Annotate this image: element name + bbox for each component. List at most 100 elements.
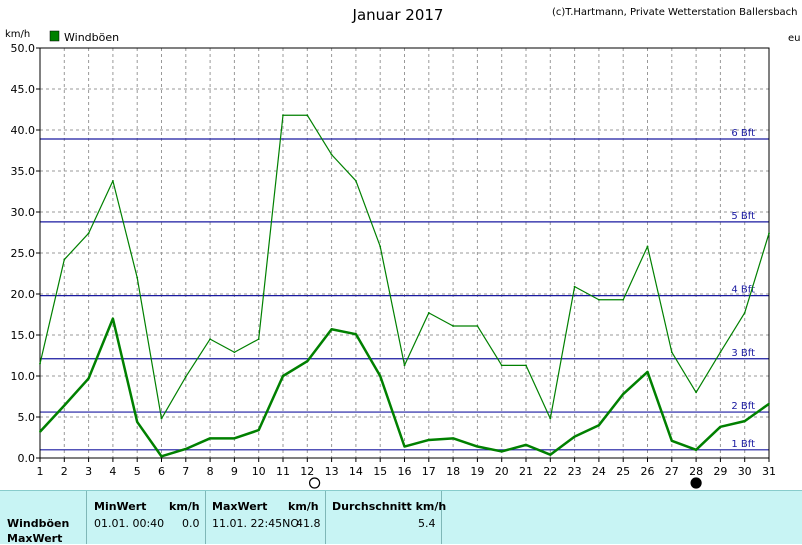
x-tick-label: 5 bbox=[134, 465, 141, 478]
stats-table: MinWert km/h MaxWert km/h Durchschnitt k… bbox=[0, 490, 802, 545]
x-tick-label: 28 bbox=[689, 465, 703, 478]
data-point-bold bbox=[549, 453, 552, 456]
x-tick-label: 29 bbox=[713, 465, 727, 478]
min-unit-header: km/h bbox=[169, 500, 200, 513]
data-point-gusts bbox=[476, 325, 479, 327]
x-tick-label: 31 bbox=[762, 465, 776, 478]
max-value: 41.8 bbox=[296, 517, 321, 530]
beaufort-label: 1 Bft bbox=[731, 439, 755, 450]
data-point-gusts bbox=[403, 364, 406, 367]
avg-header: Durchschnitt km/h bbox=[332, 500, 447, 513]
data-point-bold bbox=[476, 445, 479, 448]
data-point-gusts bbox=[233, 351, 236, 354]
new-moon-icon bbox=[690, 477, 702, 489]
beaufort-label: 5 Bft bbox=[731, 211, 755, 222]
beaufort-label: 3 Bft bbox=[731, 348, 755, 359]
data-point-gusts bbox=[379, 245, 382, 248]
y-tick-label: 20.0 bbox=[11, 288, 36, 301]
x-tick-label: 6 bbox=[158, 465, 165, 478]
x-tick-label: 27 bbox=[665, 465, 679, 478]
data-point-gusts bbox=[549, 417, 552, 420]
x-tick-label: 12 bbox=[300, 465, 314, 478]
data-point-gusts bbox=[670, 351, 673, 354]
x-tick-label: 20 bbox=[495, 465, 509, 478]
min-datetime: 01.01. 00:40 bbox=[94, 517, 165, 530]
data-point-gusts bbox=[257, 338, 260, 340]
data-point-bold bbox=[403, 445, 406, 448]
data-point-gusts bbox=[112, 179, 114, 182]
x-tick-label: 9 bbox=[231, 465, 238, 478]
data-point-bold bbox=[719, 425, 722, 428]
credit-text: (c)T.Hartmann, Private Wetterstation Bal… bbox=[552, 7, 798, 18]
data-point-bold bbox=[598, 424, 600, 427]
x-tick-label: 1 bbox=[37, 465, 44, 478]
right-stub-text: eu bbox=[788, 33, 801, 44]
data-point-bold bbox=[427, 439, 430, 441]
y-tick-label: 25.0 bbox=[11, 247, 36, 260]
data-point-gusts bbox=[573, 285, 576, 288]
data-point-gusts bbox=[500, 364, 503, 367]
data-point-gusts bbox=[622, 298, 625, 301]
table-divider bbox=[205, 491, 206, 544]
data-point-bold bbox=[87, 377, 90, 380]
data-point-bold bbox=[646, 371, 649, 373]
data-point-gusts bbox=[719, 351, 722, 354]
x-tick-label: 3 bbox=[85, 465, 92, 478]
x-tick-label: 13 bbox=[325, 465, 339, 478]
data-point-gusts bbox=[695, 391, 697, 394]
x-tick-label: 7 bbox=[182, 465, 189, 478]
data-point-bold bbox=[452, 437, 454, 440]
data-point-bold bbox=[233, 437, 236, 440]
y-tick-label: 10.0 bbox=[11, 370, 36, 383]
data-point-gusts bbox=[768, 232, 770, 235]
table-divider bbox=[325, 491, 326, 544]
data-point-gusts bbox=[282, 114, 284, 117]
x-tick-label: 10 bbox=[252, 465, 266, 478]
data-point-gusts bbox=[355, 179, 357, 182]
beaufort-label: 6 Bft bbox=[731, 128, 755, 139]
data-point-gusts bbox=[525, 364, 527, 367]
data-point-bold bbox=[136, 421, 139, 423]
data-point-gusts bbox=[136, 276, 139, 279]
data-point-bold bbox=[209, 437, 212, 440]
min-header: MinWert bbox=[94, 500, 147, 513]
y-tick-label: 0.0 bbox=[18, 452, 36, 465]
y-tick-label: 35.0 bbox=[11, 165, 36, 178]
data-point-bold bbox=[622, 393, 625, 395]
x-tick-label: 30 bbox=[738, 465, 752, 478]
x-tick-label: 23 bbox=[568, 465, 582, 478]
y-unit-label: km/h bbox=[5, 29, 30, 40]
beaufort-label: 2 Bft bbox=[731, 401, 755, 412]
y-tick-label: 40.0 bbox=[11, 124, 36, 137]
y-tick-label: 50.0 bbox=[11, 42, 36, 55]
data-point-gusts bbox=[646, 245, 649, 248]
table-divider bbox=[86, 491, 87, 544]
data-point-bold bbox=[282, 375, 284, 377]
data-point-bold bbox=[63, 404, 66, 407]
data-point-bold bbox=[330, 328, 333, 331]
max-datetime: 11.01. 22:45NO bbox=[212, 517, 300, 530]
chart-title: Januar 2017 bbox=[352, 6, 444, 24]
full-moon-icon bbox=[308, 477, 321, 489]
data-point-bold bbox=[695, 448, 697, 451]
x-tick-label: 16 bbox=[398, 465, 412, 478]
x-tick-label: 18 bbox=[446, 465, 460, 478]
x-tick-label: 11 bbox=[276, 465, 290, 478]
y-tick-label: 30.0 bbox=[11, 206, 36, 219]
data-point-bold bbox=[743, 420, 746, 422]
data-point-bold bbox=[257, 429, 260, 432]
wind-chart: Januar 2017 (c)T.Hartmann, Private Wette… bbox=[5, 6, 801, 489]
data-point-bold bbox=[160, 455, 163, 458]
plot-area: 1 Bft 2 Bft 3 Bft 4 Bft 5 Bft 6 Bft 0.0 5.0 10.0… bbox=[11, 42, 776, 489]
data-point-bold bbox=[500, 450, 503, 453]
data-point-gusts bbox=[452, 325, 454, 327]
data-point-bold bbox=[573, 435, 576, 438]
y-tick-label: 5.0 bbox=[18, 411, 36, 424]
y-tick-label: 45.0 bbox=[11, 83, 36, 96]
data-point-bold bbox=[768, 402, 770, 405]
data-point-gusts bbox=[63, 258, 66, 261]
table-divider bbox=[441, 491, 442, 544]
legend-label: Windböen bbox=[64, 31, 119, 44]
y-tick-label: 15.0 bbox=[11, 329, 36, 342]
x-tick-label: 26 bbox=[641, 465, 655, 478]
